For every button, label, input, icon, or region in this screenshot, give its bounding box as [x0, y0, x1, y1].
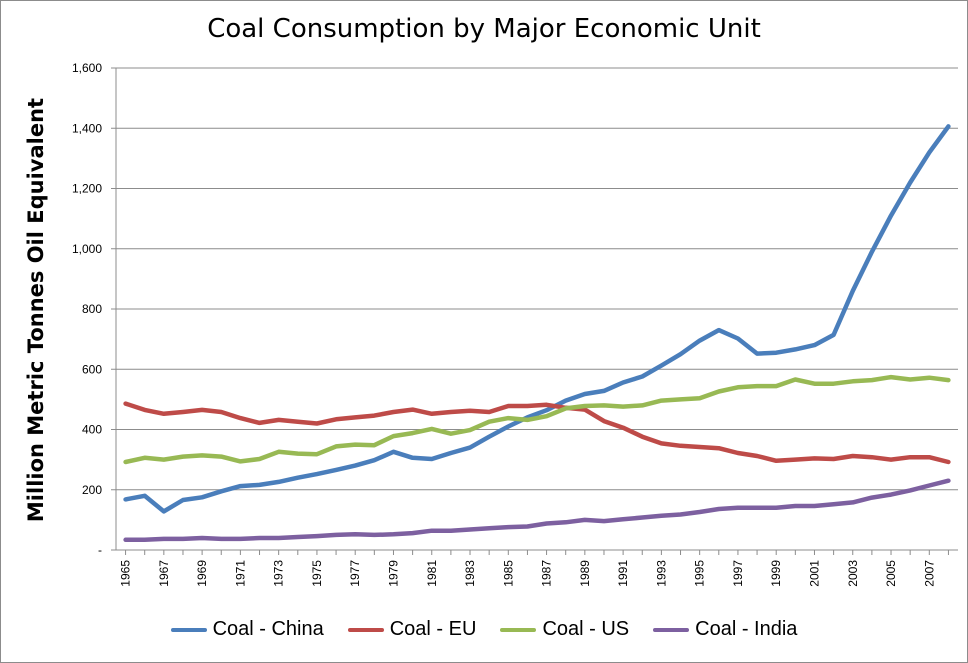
- series-lines: [123, 124, 951, 543]
- y-tick-label: 400: [82, 423, 102, 437]
- x-tick-label: 1983: [463, 560, 477, 587]
- legend-label: Coal - US: [542, 618, 630, 640]
- x-tick-label: 1967: [157, 560, 171, 587]
- series-line-coal-india: [123, 478, 951, 543]
- y-tick-label: 1,000: [72, 242, 102, 256]
- gridlines: [111, 67, 958, 551]
- x-tick-label: 1991: [616, 560, 630, 587]
- legend-swatch: [500, 627, 537, 632]
- legend-item-coal-india: Coal - India: [653, 618, 797, 641]
- series-line-coal-us: [123, 374, 951, 465]
- series-line-coal-china: [123, 124, 951, 514]
- x-tick-label: 1981: [425, 560, 439, 587]
- x-tick-label: 2007: [922, 560, 936, 587]
- y-tick-label: 1,400: [72, 121, 102, 135]
- y-tick-labels: - 200 400 600 800 1,000 1,200 1,400 1,600: [72, 61, 102, 557]
- x-tick-label: 1999: [769, 560, 783, 587]
- x-tick-label: 1965: [119, 560, 133, 587]
- x-tick-label: 1973: [272, 560, 286, 587]
- chart-title: Coal Consumption by Major Economic Unit: [207, 14, 761, 44]
- x-tick-label: 1995: [693, 560, 707, 587]
- x-tick-label: 2001: [807, 560, 821, 587]
- y-tick-label: 1,200: [72, 182, 102, 196]
- legend-swatch: [347, 627, 384, 632]
- x-tick-labels: 1965 1967 1969 1971 1973 1975 1977 1979 1981 1983…: [119, 560, 937, 587]
- y-tick-label: 200: [82, 483, 102, 497]
- legend: Coal - China Coal - EU Coal - US Coal - Ind…: [0, 618, 968, 641]
- x-tick-label: 1985: [501, 560, 515, 587]
- y-tick-label: 600: [82, 362, 102, 376]
- x-tick-label: 1989: [578, 560, 592, 587]
- legend-label: Coal - China: [212, 618, 324, 640]
- axes: [115, 68, 958, 555]
- legend-item-coal-us: Coal - US: [500, 618, 629, 641]
- legend-label: Coal - EU: [389, 618, 477, 640]
- x-tick-label: 1979: [386, 560, 400, 587]
- y-tick-label: -: [98, 543, 102, 557]
- x-tick-label: 1987: [540, 560, 554, 587]
- legend-swatch: [653, 627, 690, 632]
- x-tick-label: 1977: [348, 560, 362, 587]
- legend-item-coal-china: Coal - China: [170, 618, 324, 641]
- x-tick-label: 1971: [233, 560, 247, 587]
- y-tick-label: 800: [82, 302, 102, 316]
- x-tick-label: 2003: [846, 560, 860, 587]
- x-tick-label: 1993: [654, 560, 668, 587]
- legend-item-coal-eu: Coal - EU: [347, 618, 477, 641]
- x-tick-label: 1969: [195, 560, 209, 587]
- x-tick-label: 2005: [884, 560, 898, 587]
- series-line-coal-eu: [123, 401, 951, 465]
- y-tick-label: 1,600: [72, 61, 102, 75]
- x-tick-label: 1997: [731, 560, 745, 587]
- legend-swatch: [170, 627, 207, 632]
- x-tick-label: 1975: [310, 560, 324, 587]
- legend-label: Coal - India: [695, 618, 798, 640]
